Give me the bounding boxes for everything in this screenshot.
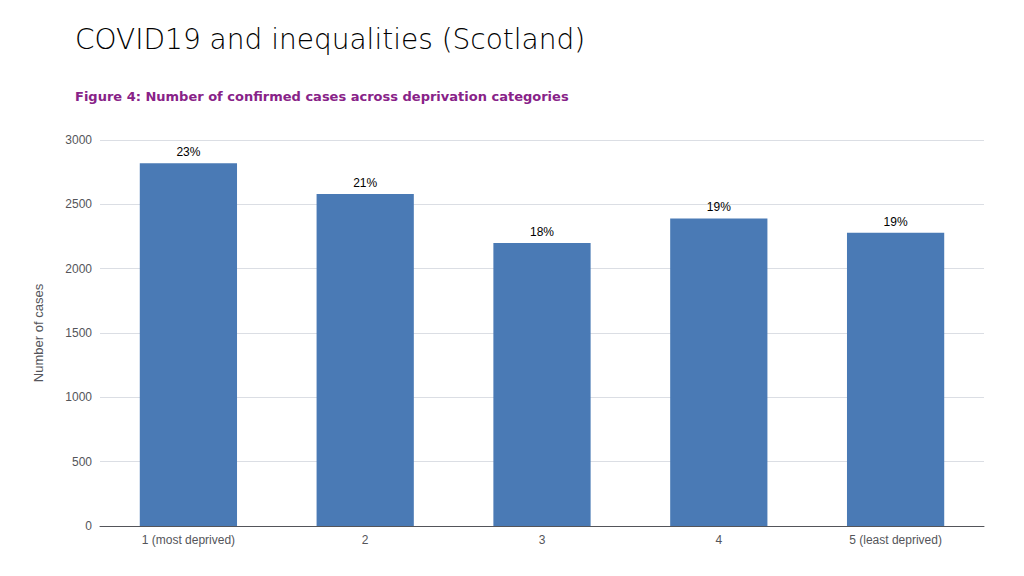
svg-text:3: 3 — [539, 533, 546, 547]
svg-text:5 (least deprived): 5 (least deprived) — [849, 533, 942, 547]
svg-text:500: 500 — [72, 455, 92, 469]
svg-text:Number of cases: Number of cases — [31, 283, 46, 382]
svg-text:18%: 18% — [530, 225, 554, 239]
svg-text:19%: 19% — [707, 200, 731, 214]
svg-text:3000: 3000 — [65, 133, 92, 147]
svg-text:23%: 23% — [176, 145, 200, 159]
svg-text:21%: 21% — [353, 176, 377, 190]
svg-text:4: 4 — [715, 533, 722, 547]
svg-text:19%: 19% — [884, 215, 908, 229]
svg-text:1000: 1000 — [65, 390, 92, 404]
svg-text:2500: 2500 — [65, 197, 92, 211]
svg-text:2: 2 — [362, 533, 369, 547]
svg-text:1500: 1500 — [65, 326, 92, 340]
svg-text:COVID19 and inequalities (Scot: COVID19 and inequalities (Scotland) — [75, 23, 585, 56]
svg-text:Figure 4: Number of confirmed: Figure 4: Number of confirmed cases acro… — [75, 89, 569, 104]
svg-text:1 (most deprived): 1 (most deprived) — [142, 533, 235, 547]
svg-text:2000: 2000 — [65, 262, 92, 276]
svg-text:0: 0 — [85, 519, 92, 533]
